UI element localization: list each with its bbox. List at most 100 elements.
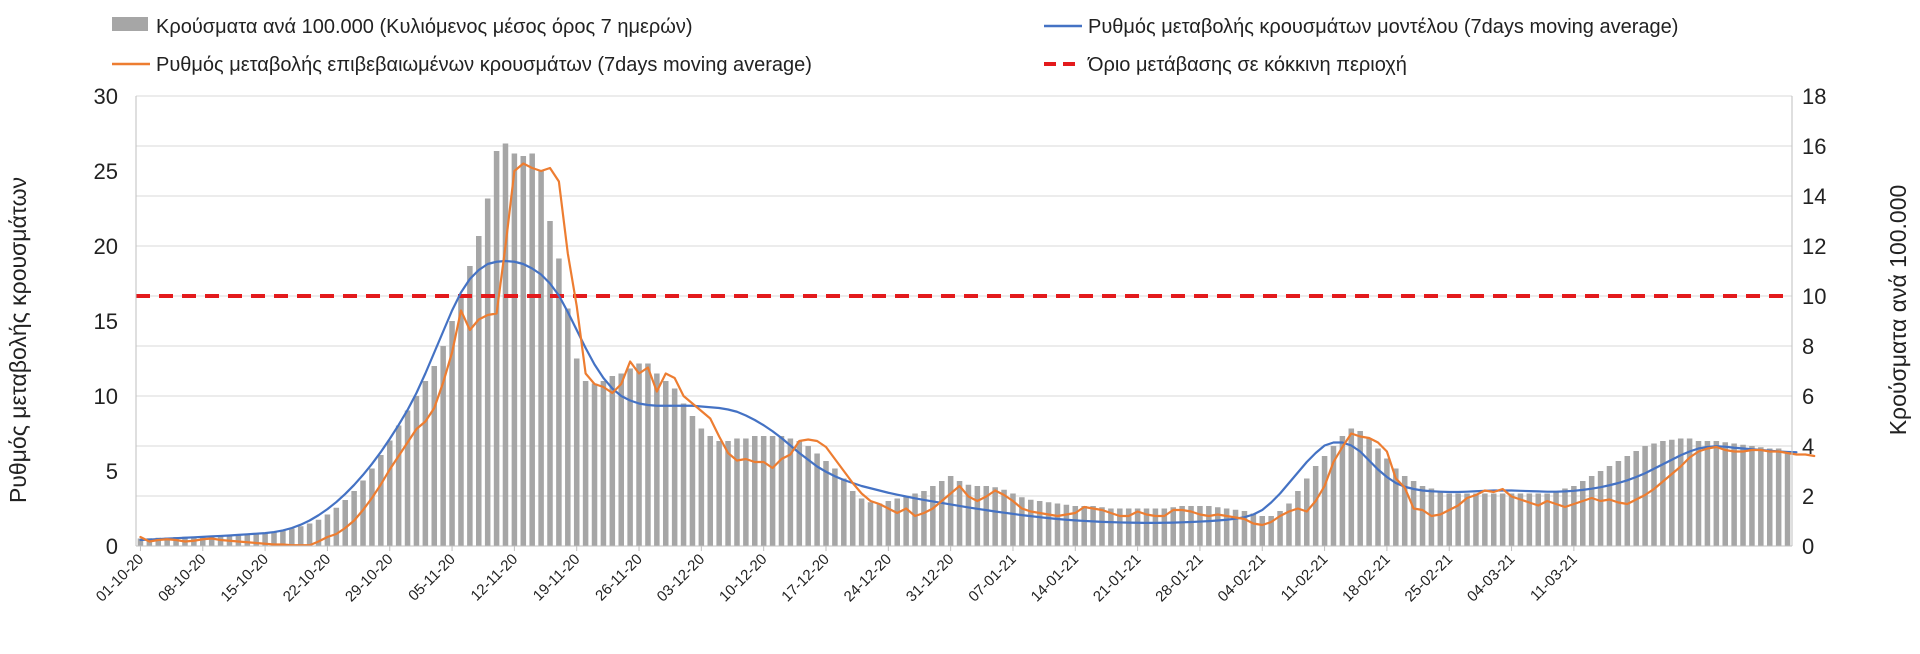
bar [600, 381, 607, 546]
bar [1277, 511, 1283, 546]
legend-label: Ρυθμός μεταβολής κρουσμάτων μοντέλου (7d… [1088, 16, 1678, 38]
bar [1214, 507, 1221, 546]
bar [707, 436, 714, 546]
bar [395, 425, 402, 546]
bar [930, 486, 936, 546]
bar [1446, 493, 1452, 546]
bar [440, 346, 446, 546]
x-tick-label: 04-02-21 [1215, 551, 1269, 605]
legend-item-confirmed: Ρυθμός μεταβολής επιβεβαιωμένων κρουσμάτ… [112, 54, 812, 76]
bar [716, 441, 722, 546]
bar [155, 537, 162, 546]
y-tick-left: 15 [94, 309, 118, 334]
bar [556, 258, 562, 546]
bar [823, 461, 829, 546]
bar [208, 535, 215, 546]
bar [1161, 508, 1168, 546]
x-tick-label: 12-11-20 [468, 551, 522, 605]
bar [734, 438, 740, 546]
bar [1081, 506, 1087, 546]
legend: Κρούσματα ανά 100.000 (Κυλιόμενος μέσος … [112, 16, 1678, 76]
bar [520, 156, 527, 546]
bar [1348, 428, 1355, 546]
bar [627, 368, 633, 546]
bar [1490, 493, 1497, 546]
y-axis-left-title: Ρυθμός μεταβολής κρουσμάτων [5, 177, 31, 503]
bar [1241, 511, 1248, 546]
bar [974, 486, 981, 546]
y-tick-left: 10 [94, 384, 118, 409]
bar [1784, 451, 1791, 546]
x-tick-label: 08-10-20 [155, 551, 209, 605]
bar [983, 486, 990, 546]
bar [1152, 508, 1159, 546]
bar [1232, 509, 1239, 546]
bar [1286, 503, 1292, 546]
y-tick-left: 5 [106, 459, 118, 484]
bar [306, 523, 313, 546]
bar [1099, 507, 1105, 546]
bar [832, 468, 838, 546]
x-tick-label: 01-10-20 [93, 551, 147, 605]
y-tick-right: 18 [1802, 84, 1826, 109]
line-series [139, 162, 1816, 547]
bar [1437, 491, 1444, 546]
bar [814, 453, 820, 546]
bar [645, 363, 651, 546]
bar [137, 538, 144, 546]
x-tick-label: 29-10-20 [342, 551, 396, 605]
bar [1686, 438, 1693, 546]
bar [1731, 443, 1737, 546]
x-tick-label: 04-03-21 [1464, 551, 1518, 605]
x-tick-label: 05-11-20 [405, 551, 459, 605]
bar [805, 446, 811, 546]
legend-item-threshold: Όριο μετάβασης σε κόκκινη περιοχή [1044, 54, 1407, 76]
bar [618, 373, 624, 546]
legend-item-cases: Κρούσματα ανά 100.000 (Κυλιόμενος μέσος … [112, 16, 693, 38]
bar [743, 438, 749, 546]
bar [1250, 513, 1257, 546]
legend-swatch-bar [112, 17, 148, 31]
bar [760, 436, 767, 546]
bar [573, 358, 580, 546]
bar [1722, 442, 1728, 546]
bar [297, 526, 304, 546]
y-tick-right: 2 [1802, 484, 1814, 509]
bar [1766, 448, 1773, 546]
bar [289, 528, 295, 546]
bar [324, 514, 331, 546]
y-axis-right-title: Κρούσματα ανά 100.000 [1885, 185, 1911, 436]
bar [1660, 441, 1666, 546]
bar [1624, 456, 1631, 546]
legend-label: Κρούσματα ανά 100.000 (Κυλιόμενος μέσος … [156, 16, 693, 38]
y-tick-left: 0 [106, 534, 118, 559]
bar [867, 502, 874, 546]
bar [609, 376, 616, 546]
bar [1740, 444, 1746, 546]
bar [1072, 506, 1079, 546]
bar [1713, 441, 1720, 546]
bar [1677, 438, 1684, 546]
bar [1036, 501, 1043, 546]
bar [1562, 488, 1568, 546]
x-tick-label: 15-10-20 [217, 551, 271, 605]
x-tick-label: 18-02-21 [1339, 551, 1393, 605]
bar [938, 481, 945, 546]
x-tick-label: 25-02-21 [1402, 551, 1456, 605]
bar [725, 441, 731, 546]
x-tick-label: 21-01-21 [1090, 551, 1144, 605]
bar [752, 436, 758, 546]
bar [1580, 481, 1586, 546]
bar [1419, 486, 1426, 546]
bar [1268, 516, 1274, 546]
x-tick-label: 07-01-21 [965, 551, 1019, 605]
bar [476, 236, 482, 546]
bar [1001, 489, 1007, 546]
bar [654, 373, 660, 546]
bar [1526, 493, 1533, 546]
bar [1410, 481, 1417, 546]
bar [903, 496, 909, 546]
bar [431, 366, 438, 546]
x-tick-label: 17-12-20 [778, 551, 832, 605]
